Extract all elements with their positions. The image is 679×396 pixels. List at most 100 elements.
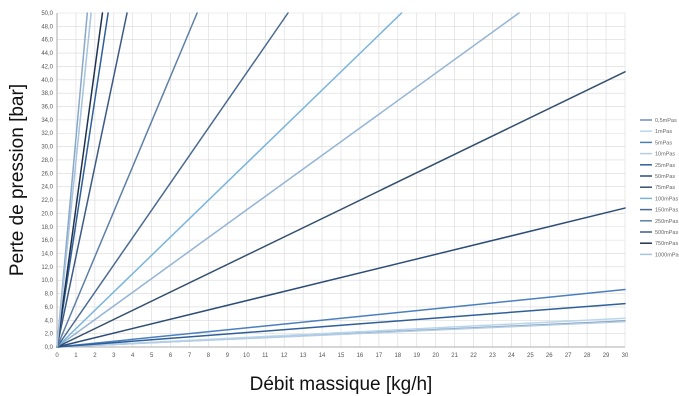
- legend-item: 25mPas: [640, 163, 675, 169]
- y-tick-label: 50,0: [41, 11, 53, 17]
- legend-label: 25mPas: [655, 163, 675, 169]
- y-tick-label: 4,0: [45, 318, 54, 324]
- x-tick-label: 9: [226, 353, 230, 359]
- legend-label: 1000mPas: [655, 252, 679, 258]
- x-tick-label: 0: [55, 353, 59, 359]
- y-tick-label: 34,0: [41, 118, 53, 124]
- x-tick-label: 18: [394, 353, 401, 359]
- series-line: [56, 12, 289, 348]
- y-tick-label: 30,0: [41, 145, 53, 151]
- series-line: [56, 12, 109, 348]
- series-line: [56, 71, 626, 348]
- x-tick-label: 17: [376, 353, 383, 359]
- x-tick-label: 15: [338, 353, 345, 359]
- legend-item: 50mPas: [640, 174, 675, 180]
- legend-item: 250mPas: [640, 219, 678, 225]
- x-tick-label: 6: [169, 353, 173, 359]
- series-line: [56, 12, 198, 348]
- series-line: [56, 12, 128, 348]
- series-lines: [56, 12, 626, 348]
- legend-label: 100mPas: [655, 196, 678, 202]
- legend-label: 5mPas: [655, 140, 672, 146]
- x-tick-label: 26: [546, 353, 553, 359]
- legend-item: 0,5mPas: [640, 118, 677, 124]
- legend-item: 75mPas: [640, 185, 675, 191]
- y-tick-label: 46,0: [41, 38, 53, 44]
- y-tick-label: 32,0: [41, 131, 53, 137]
- y-tick-label: 12,0: [41, 265, 53, 271]
- x-tick-label: 28: [584, 353, 591, 359]
- legend: 0,5mPas 1mPas 5mPas 10mPas 25mPas 50mPas 75mPa…: [640, 118, 679, 258]
- y-tick-label: 40,0: [41, 78, 53, 84]
- y-tick-labels: 0,0 2,0 4,0 6,0 8,0 10,0 12,0 14,0 16,0 18,0 20,0 2…: [41, 11, 53, 351]
- x-tick-label: 1: [74, 353, 78, 359]
- y-tick-label: 36,0: [41, 105, 53, 111]
- legend-item: 750mPas: [640, 241, 678, 247]
- legend-label: 50mPas: [655, 174, 675, 180]
- x-tick-label: 29: [603, 353, 610, 359]
- series-line: [56, 320, 626, 348]
- legend-label: 10mPas: [655, 152, 675, 158]
- x-tick-label: 24: [508, 353, 515, 359]
- axes: [56, 13, 625, 348]
- x-tick-label: 30: [622, 353, 629, 359]
- y-tick-label: 24,0: [41, 185, 53, 191]
- x-tick-label: 3: [112, 353, 116, 359]
- series-line: [56, 12, 104, 348]
- x-tick-label: 8: [207, 353, 211, 359]
- y-tick-label: 0,0: [45, 345, 54, 351]
- series-line: [56, 12, 403, 348]
- series-line: [56, 302, 626, 348]
- x-tick-label: 20: [432, 353, 439, 359]
- x-tick-label: 27: [565, 353, 572, 359]
- y-tick-label: 20,0: [41, 211, 53, 217]
- x-tick-label: 11: [262, 353, 269, 359]
- legend-label: 75mPas: [655, 185, 675, 191]
- series-line: [56, 207, 626, 348]
- y-tick-label: 14,0: [41, 251, 53, 257]
- legend-item: 150mPas: [640, 208, 678, 214]
- x-tick-label: 21: [451, 353, 458, 359]
- y-tick-label: 6,0: [45, 305, 54, 311]
- series-line: [56, 288, 626, 348]
- legend-item: 5mPas: [640, 140, 672, 146]
- y-tick-label: 22,0: [41, 198, 53, 204]
- y-tick-label: 44,0: [41, 51, 53, 57]
- x-tick-label: 23: [489, 353, 496, 359]
- x-tick-label: 2: [93, 353, 97, 359]
- series-line: [56, 12, 92, 348]
- y-tick-label: 10,0: [41, 278, 53, 284]
- y-tick-label: 16,0: [41, 238, 53, 244]
- legend-label: 150mPas: [655, 208, 678, 214]
- y-tick-label: 38,0: [41, 91, 53, 97]
- x-tick-label: 16: [357, 353, 364, 359]
- y-tick-label: 2,0: [45, 332, 54, 338]
- legend-item: 1mPas: [640, 129, 672, 135]
- legend-label: 750mPas: [655, 241, 678, 247]
- x-tick-label: 12: [281, 353, 288, 359]
- y-axis-title: Perte de pression [bar]: [7, 84, 28, 276]
- y-tick-label: 26,0: [41, 171, 53, 177]
- x-tick-label: 4: [131, 353, 135, 359]
- x-tick-label: 13: [300, 353, 307, 359]
- x-tick-label: 19: [413, 353, 420, 359]
- y-tick-label: 42,0: [41, 64, 53, 70]
- x-tick-label: 10: [243, 353, 250, 359]
- legend-label: 0,5mPas: [655, 118, 677, 124]
- y-tick-label: 8,0: [45, 292, 54, 298]
- y-tick-label: 48,0: [41, 24, 53, 30]
- x-tick-label: 7: [188, 353, 192, 359]
- x-tick-labels: 0 1 2 3 4 5 6 7 8 9 10 11 12 13 14 15 16 17 18 19 20 21 22 23 24…: [55, 353, 629, 359]
- legend-item: 100mPas: [640, 196, 678, 202]
- legend-label: 500mPas: [655, 230, 678, 236]
- x-axis-title: Débit massique [kg/h]: [250, 374, 433, 395]
- x-tick-label: 25: [527, 353, 534, 359]
- legend-label: 250mPas: [655, 219, 678, 225]
- legend-label: 1mPas: [655, 129, 672, 135]
- x-tick-label: 14: [319, 353, 326, 359]
- legend-item: 500mPas: [640, 230, 678, 236]
- legend-item: 10mPas: [640, 152, 675, 158]
- series-line: [56, 12, 520, 348]
- legend-item: 1000mPas: [640, 252, 679, 258]
